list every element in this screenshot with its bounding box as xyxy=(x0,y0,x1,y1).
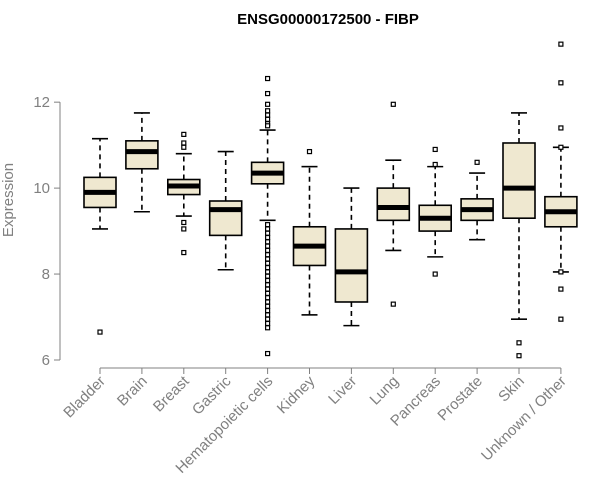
box-group xyxy=(167,131,201,256)
outlier-point xyxy=(265,269,271,275)
outlier-point xyxy=(265,286,271,292)
x-tick-label: Lung xyxy=(367,373,403,409)
box-group xyxy=(250,75,285,357)
outlier-point xyxy=(474,159,480,165)
outlier-point xyxy=(432,271,438,277)
x-tick-label: Kidney xyxy=(274,372,319,417)
box-iqr xyxy=(208,200,243,237)
outlier-point xyxy=(516,353,522,359)
outlier-point xyxy=(558,286,564,292)
outlier-point xyxy=(390,101,396,107)
outlier-point xyxy=(265,222,271,228)
outlier-point xyxy=(432,161,438,168)
box-iqr xyxy=(376,187,411,222)
outlier-point xyxy=(558,316,564,322)
box-group xyxy=(125,112,159,213)
outlier-point xyxy=(265,295,271,301)
box-group xyxy=(418,146,453,277)
outlier-point xyxy=(265,273,271,279)
boxes-layer xyxy=(83,41,578,359)
outlier-point xyxy=(265,123,271,129)
outlier-point xyxy=(390,301,396,307)
outlier-point xyxy=(432,146,438,153)
outlier-point xyxy=(181,226,187,232)
outlier-point xyxy=(265,252,271,258)
outlier-point xyxy=(265,303,271,309)
outlier-point xyxy=(265,299,271,305)
y-tick-label: 6 xyxy=(42,352,50,369)
outlier-point xyxy=(265,247,271,254)
outlier-point xyxy=(265,325,271,331)
outlier-point xyxy=(516,340,522,346)
outlier-point xyxy=(265,226,271,232)
x-tick-label: Liver xyxy=(325,373,360,408)
box-group xyxy=(460,159,494,241)
outlier-point xyxy=(265,316,271,322)
outlier-point xyxy=(558,125,564,131)
y-axis: 6 8 10 12 xyxy=(33,94,61,369)
outlier-point xyxy=(265,239,271,245)
outlier-point xyxy=(558,269,564,275)
outlier-point xyxy=(265,277,271,284)
outlier-point xyxy=(181,140,187,146)
x-tick-label: Skin xyxy=(495,373,528,406)
outlier-point xyxy=(181,144,187,150)
outlier-point xyxy=(265,290,271,296)
outlier-point xyxy=(265,243,271,249)
outlier-point xyxy=(306,148,313,155)
box-group xyxy=(502,112,536,359)
y-tick-label: 8 xyxy=(42,266,50,283)
box-group xyxy=(292,148,327,316)
outlier-point xyxy=(265,307,271,314)
box-iqr xyxy=(502,142,536,219)
outlier-point xyxy=(265,260,271,266)
x-tick-label: Breast xyxy=(150,372,193,415)
outlier-point xyxy=(265,116,271,122)
box-iqr xyxy=(334,228,369,303)
outlier-point xyxy=(265,90,271,97)
outlier-point xyxy=(265,320,271,327)
box-group xyxy=(334,187,369,327)
box-group xyxy=(83,137,117,335)
outlier-point xyxy=(181,249,187,256)
y-tick-label: 12 xyxy=(33,94,50,111)
outlier-point xyxy=(265,256,271,262)
box-group xyxy=(208,150,243,271)
x-tick-label: Bladder xyxy=(60,373,109,422)
outlier-point xyxy=(265,265,271,271)
chart-title: ENSG00000172500 - FIBP xyxy=(237,11,419,28)
outlier-point xyxy=(265,312,271,318)
outlier-point xyxy=(265,282,271,288)
outlier-point xyxy=(97,329,103,335)
x-tick-label: Brain xyxy=(114,373,151,410)
outlier-point xyxy=(181,131,187,137)
box-group xyxy=(376,101,411,307)
outlier-point xyxy=(558,41,564,47)
outlier-point xyxy=(265,350,271,357)
outlier-point xyxy=(181,219,187,226)
y-axis-label: Expression xyxy=(0,163,17,237)
y-tick-label: 10 xyxy=(33,180,50,197)
outlier-point xyxy=(265,108,271,114)
outlier-point xyxy=(265,101,271,107)
box-group xyxy=(544,41,578,322)
outlier-point xyxy=(265,234,271,241)
outlier-point xyxy=(265,75,271,82)
box-iqr xyxy=(125,140,159,170)
outlier-point xyxy=(558,80,564,86)
outlier-point xyxy=(558,144,564,150)
x-tick-label: Prostate xyxy=(434,373,486,425)
outlier-point xyxy=(265,230,271,236)
outlier-point xyxy=(265,112,271,118)
